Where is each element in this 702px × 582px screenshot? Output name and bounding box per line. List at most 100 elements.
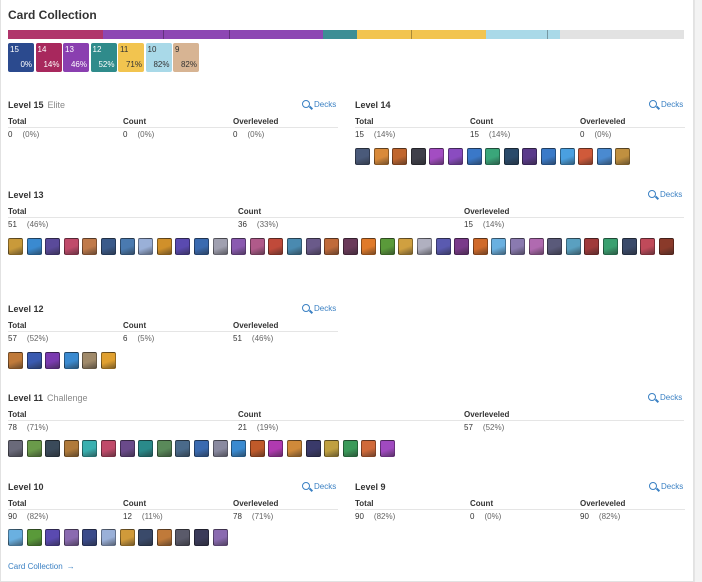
card-icon[interactable] — [175, 238, 191, 255]
card-icon[interactable] — [373, 148, 389, 165]
card-icon[interactable] — [26, 529, 42, 546]
decks-link[interactable]: Decks — [648, 190, 682, 199]
card-icon[interactable] — [100, 352, 116, 369]
card-icon[interactable] — [454, 238, 470, 255]
card-icon[interactable] — [193, 440, 209, 457]
card-icon[interactable] — [82, 352, 98, 369]
card-icon[interactable] — [342, 238, 358, 255]
card-icon[interactable] — [417, 238, 433, 255]
card-icon[interactable] — [138, 529, 154, 546]
card-icon[interactable] — [603, 238, 618, 255]
card-icon[interactable] — [510, 238, 526, 255]
card-icon[interactable] — [119, 440, 135, 457]
card-icon[interactable] — [26, 238, 42, 255]
card-icon[interactable] — [361, 238, 377, 255]
card-icon[interactable] — [193, 529, 209, 546]
card-icon[interactable] — [615, 148, 631, 165]
card-icon[interactable] — [268, 440, 284, 457]
card-icon[interactable] — [435, 238, 451, 255]
card-icon[interactable] — [63, 529, 79, 546]
card-icon[interactable] — [379, 440, 395, 457]
card-icon[interactable] — [429, 148, 445, 165]
card-icon[interactable] — [193, 238, 209, 255]
decks-link[interactable]: Decks — [648, 393, 682, 402]
decks-link[interactable]: Decks — [302, 482, 336, 491]
card-icon[interactable] — [100, 529, 116, 546]
level-chip[interactable]: 12 52% — [90, 43, 117, 72]
card-icon[interactable] — [138, 238, 154, 255]
card-icon[interactable] — [503, 148, 519, 165]
card-icon[interactable] — [286, 440, 302, 457]
card-icon[interactable] — [175, 440, 191, 457]
card-icon[interactable] — [522, 148, 538, 165]
level-chip[interactable]: 9 82% — [173, 43, 199, 72]
decks-link[interactable]: Decks — [302, 304, 336, 313]
card-icon[interactable] — [8, 529, 23, 546]
card-icon[interactable] — [447, 148, 463, 165]
card-icon[interactable] — [398, 238, 414, 255]
level-chip[interactable]: 14 14% — [35, 43, 62, 72]
card-icon[interactable] — [491, 238, 507, 255]
card-icon[interactable] — [82, 529, 98, 546]
card-icon[interactable] — [392, 148, 408, 165]
card-icon[interactable] — [249, 238, 265, 255]
card-icon[interactable] — [584, 238, 600, 255]
card-icon[interactable] — [156, 238, 172, 255]
card-icon[interactable] — [547, 238, 563, 255]
card-icon[interactable] — [119, 238, 135, 255]
scrollbar[interactable] — [694, 0, 702, 582]
card-icon[interactable] — [119, 529, 135, 546]
card-icon[interactable] — [379, 238, 395, 255]
card-icon[interactable] — [540, 148, 556, 165]
card-icon[interactable] — [212, 238, 228, 255]
card-icon[interactable] — [45, 529, 61, 546]
card-icon[interactable] — [640, 238, 656, 255]
card-icon[interactable] — [175, 529, 191, 546]
card-icon[interactable] — [249, 440, 265, 457]
card-icon[interactable] — [156, 529, 172, 546]
card-icon[interactable] — [8, 352, 23, 369]
card-icon[interactable] — [286, 238, 302, 255]
card-icon[interactable] — [324, 440, 340, 457]
decks-link[interactable]: Decks — [302, 100, 336, 109]
level-chip[interactable]: 15 0% — [8, 43, 34, 72]
card-icon[interactable] — [596, 148, 612, 165]
card-icon[interactable] — [485, 148, 501, 165]
card-icon[interactable] — [578, 148, 594, 165]
card-icon[interactable] — [565, 238, 581, 255]
card-icon[interactable] — [26, 440, 42, 457]
card-icon[interactable] — [361, 440, 377, 457]
card-icon[interactable] — [45, 238, 61, 255]
card-icon[interactable] — [559, 148, 575, 165]
card-icon[interactable] — [45, 352, 61, 369]
card-icon[interactable] — [342, 440, 358, 457]
card-icon[interactable] — [231, 238, 247, 255]
card-icon[interactable] — [621, 238, 637, 255]
card-icon[interactable] — [26, 352, 42, 369]
card-icon[interactable] — [324, 238, 340, 255]
card-icon[interactable] — [305, 238, 321, 255]
level-chip[interactable]: 13 46% — [63, 43, 89, 72]
card-icon[interactable] — [63, 238, 79, 255]
level-chip[interactable]: 10 82% — [145, 43, 172, 72]
card-icon[interactable] — [100, 238, 116, 255]
card-icon[interactable] — [156, 440, 172, 457]
card-icon[interactable] — [212, 529, 228, 546]
card-icon[interactable] — [82, 440, 98, 457]
card-icon[interactable] — [472, 238, 488, 255]
card-icon[interactable] — [45, 440, 61, 457]
card-icon[interactable] — [63, 440, 79, 457]
card-icon[interactable] — [658, 238, 674, 255]
card-collection-link[interactable]: Card Collection → — [8, 562, 75, 571]
card-icon[interactable] — [466, 148, 482, 165]
card-icon[interactable] — [355, 148, 370, 165]
card-icon[interactable] — [231, 440, 247, 457]
card-icon[interactable] — [268, 238, 284, 255]
card-icon[interactable] — [100, 440, 116, 457]
level-chip[interactable]: 11 71% — [118, 43, 144, 72]
card-icon[interactable] — [82, 238, 98, 255]
decks-link[interactable]: Decks — [649, 482, 683, 491]
card-icon[interactable] — [8, 238, 23, 255]
card-icon[interactable] — [8, 440, 23, 457]
card-icon[interactable] — [528, 238, 544, 255]
